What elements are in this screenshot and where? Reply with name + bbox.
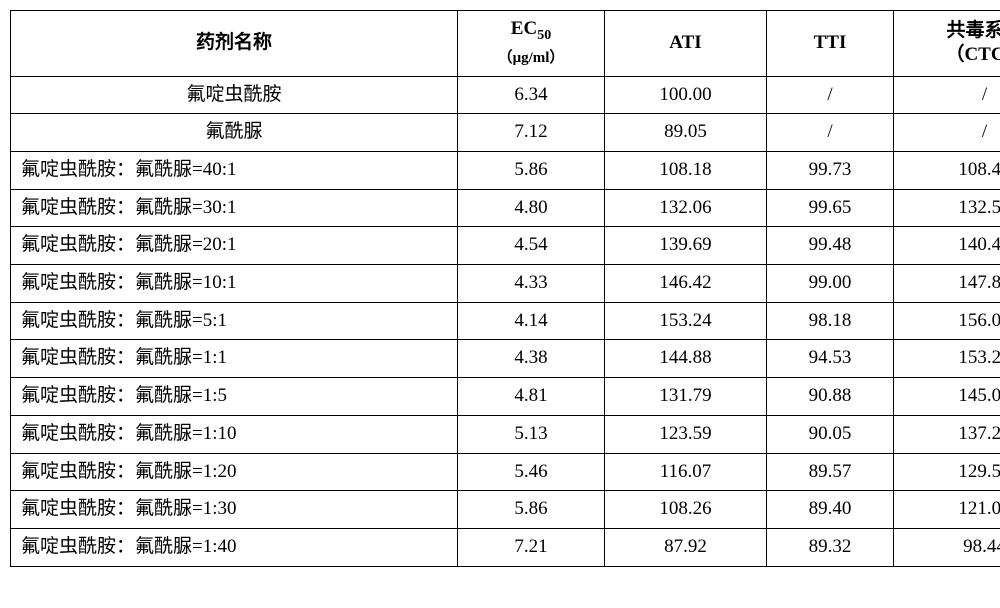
table-row: 氟啶虫酰胺6.34100.00// <box>11 76 1000 114</box>
table-row: 氟啶虫酰胺：氟酰脲=1:407.2187.9289.3298.44 <box>11 528 1000 566</box>
cell-name: 氟啶虫酰胺 <box>11 76 458 114</box>
cell-tti: 90.88 <box>767 378 894 416</box>
cell-name: 氟啶虫酰胺：氟酰脲=1:5 <box>11 378 458 416</box>
cell-ati: 131.79 <box>605 378 767 416</box>
cell-tti: 89.40 <box>767 491 894 529</box>
cell-ati: 116.07 <box>605 453 767 491</box>
cell-name: 氟啶虫酰胺：氟酰脲=20:1 <box>11 227 458 265</box>
ec50-subscript: 50 <box>537 28 551 43</box>
table-body: 氟啶虫酰胺6.34100.00//氟酰脲7.1289.05//氟啶虫酰胺：氟酰脲… <box>11 76 1000 566</box>
cell-ati: 146.42 <box>605 265 767 303</box>
cell-tti: 99.48 <box>767 227 894 265</box>
cell-tti: 99.65 <box>767 189 894 227</box>
cell-ctc: / <box>894 114 1000 152</box>
cell-name: 氟啶虫酰胺：氟酰脲=1:10 <box>11 415 458 453</box>
cell-ec50: 4.80 <box>458 189 605 227</box>
cell-ec50: 5.13 <box>458 415 605 453</box>
cell-ati: 123.59 <box>605 415 767 453</box>
cell-name: 氟啶虫酰胺：氟酰脲=30:1 <box>11 189 458 227</box>
cell-ec50: 5.86 <box>458 152 605 190</box>
cell-ati: 100.00 <box>605 76 767 114</box>
table-row: 氟啶虫酰胺：氟酰脲=5:14.14153.2498.18156.09 <box>11 302 1000 340</box>
table-row: 氟啶虫酰胺：氟酰脲=1:54.81131.7990.88145.02 <box>11 378 1000 416</box>
cell-ctc: 153.27 <box>894 340 1000 378</box>
table-row: 氟啶虫酰胺：氟酰脲=1:105.13123.5990.05137.25 <box>11 415 1000 453</box>
cell-ctc: 121.09 <box>894 491 1000 529</box>
cell-tti: 89.57 <box>767 453 894 491</box>
col-header-tti: TTI <box>767 11 894 77</box>
cell-ctc: 156.09 <box>894 302 1000 340</box>
cell-ati: 108.26 <box>605 491 767 529</box>
cell-ati: 87.92 <box>605 528 767 566</box>
col-header-ctc: 共毒系数 （CTC） <box>894 11 1000 77</box>
cell-name: 氟啶虫酰胺：氟酰脲=1:20 <box>11 453 458 491</box>
cell-name: 氟酰脲 <box>11 114 458 152</box>
cell-tti: 89.32 <box>767 528 894 566</box>
cell-tti: 99.73 <box>767 152 894 190</box>
cell-tti: / <box>767 76 894 114</box>
cell-ec50: 5.46 <box>458 453 605 491</box>
cell-tti: 90.05 <box>767 415 894 453</box>
cell-ctc: / <box>894 76 1000 114</box>
table-row: 氟啶虫酰胺：氟酰脲=40:15.86108.1899.73108.47 <box>11 152 1000 190</box>
table-row: 氟啶虫酰胺：氟酰脲=30:14.80132.0699.65132.53 <box>11 189 1000 227</box>
ec50-unit: （μg/ml） <box>498 50 565 66</box>
table-row: 氟酰脲7.1289.05// <box>11 114 1000 152</box>
ctc-label-line2: （CTC） <box>945 44 1000 65</box>
col-header-ec50: EC50 （μg/ml） <box>458 11 605 77</box>
cell-ctc: 108.47 <box>894 152 1000 190</box>
cell-ati: 139.69 <box>605 227 767 265</box>
cell-ctc: 98.44 <box>894 528 1000 566</box>
header-row: 药剂名称 EC50 （μg/ml） ATI TTI 共毒系数 （CTC） <box>11 11 1000 77</box>
cell-tti: 99.00 <box>767 265 894 303</box>
cell-ctc: 145.02 <box>894 378 1000 416</box>
table-row: 氟啶虫酰胺：氟酰脲=1:305.86108.2689.40121.09 <box>11 491 1000 529</box>
cell-tti: / <box>767 114 894 152</box>
cell-ati: 108.18 <box>605 152 767 190</box>
cell-ctc: 147.89 <box>894 265 1000 303</box>
col-header-name: 药剂名称 <box>11 11 458 77</box>
table-row: 氟啶虫酰胺：氟酰脲=1:205.46116.0789.57129.58 <box>11 453 1000 491</box>
cell-ctc: 132.53 <box>894 189 1000 227</box>
cell-name: 氟啶虫酰胺：氟酰脲=10:1 <box>11 265 458 303</box>
cell-ec50: 4.33 <box>458 265 605 303</box>
cell-ati: 132.06 <box>605 189 767 227</box>
cell-name: 氟啶虫酰胺：氟酰脲=5:1 <box>11 302 458 340</box>
cell-ec50: 4.38 <box>458 340 605 378</box>
cell-ati: 153.24 <box>605 302 767 340</box>
cell-ec50: 4.14 <box>458 302 605 340</box>
cell-name: 氟啶虫酰胺：氟酰脲=1:40 <box>11 528 458 566</box>
cell-ctc: 129.58 <box>894 453 1000 491</box>
cell-ctc: 140.42 <box>894 227 1000 265</box>
data-table: 药剂名称 EC50 （μg/ml） ATI TTI 共毒系数 （CTC） 氟啶虫… <box>10 10 1000 567</box>
cell-ec50: 6.34 <box>458 76 605 114</box>
cell-ec50: 7.12 <box>458 114 605 152</box>
cell-tti: 94.53 <box>767 340 894 378</box>
ec50-label: EC <box>511 18 537 39</box>
ctc-label-line1: 共毒系数 <box>946 20 1000 41</box>
cell-tti: 98.18 <box>767 302 894 340</box>
cell-ati: 89.05 <box>605 114 767 152</box>
table-row: 氟啶虫酰胺：氟酰脲=10:14.33146.4299.00147.89 <box>11 265 1000 303</box>
cell-name: 氟啶虫酰胺：氟酰脲=40:1 <box>11 152 458 190</box>
cell-name: 氟啶虫酰胺：氟酰脲=1:1 <box>11 340 458 378</box>
table-row: 氟啶虫酰胺：氟酰脲=20:14.54139.6999.48140.42 <box>11 227 1000 265</box>
cell-ec50: 4.54 <box>458 227 605 265</box>
cell-ec50: 5.86 <box>458 491 605 529</box>
col-header-ati: ATI <box>605 11 767 77</box>
cell-ati: 144.88 <box>605 340 767 378</box>
cell-ctc: 137.25 <box>894 415 1000 453</box>
cell-name: 氟啶虫酰胺：氟酰脲=1:30 <box>11 491 458 529</box>
cell-ec50: 7.21 <box>458 528 605 566</box>
table-row: 氟啶虫酰胺：氟酰脲=1:14.38144.8894.53153.27 <box>11 340 1000 378</box>
cell-ec50: 4.81 <box>458 378 605 416</box>
